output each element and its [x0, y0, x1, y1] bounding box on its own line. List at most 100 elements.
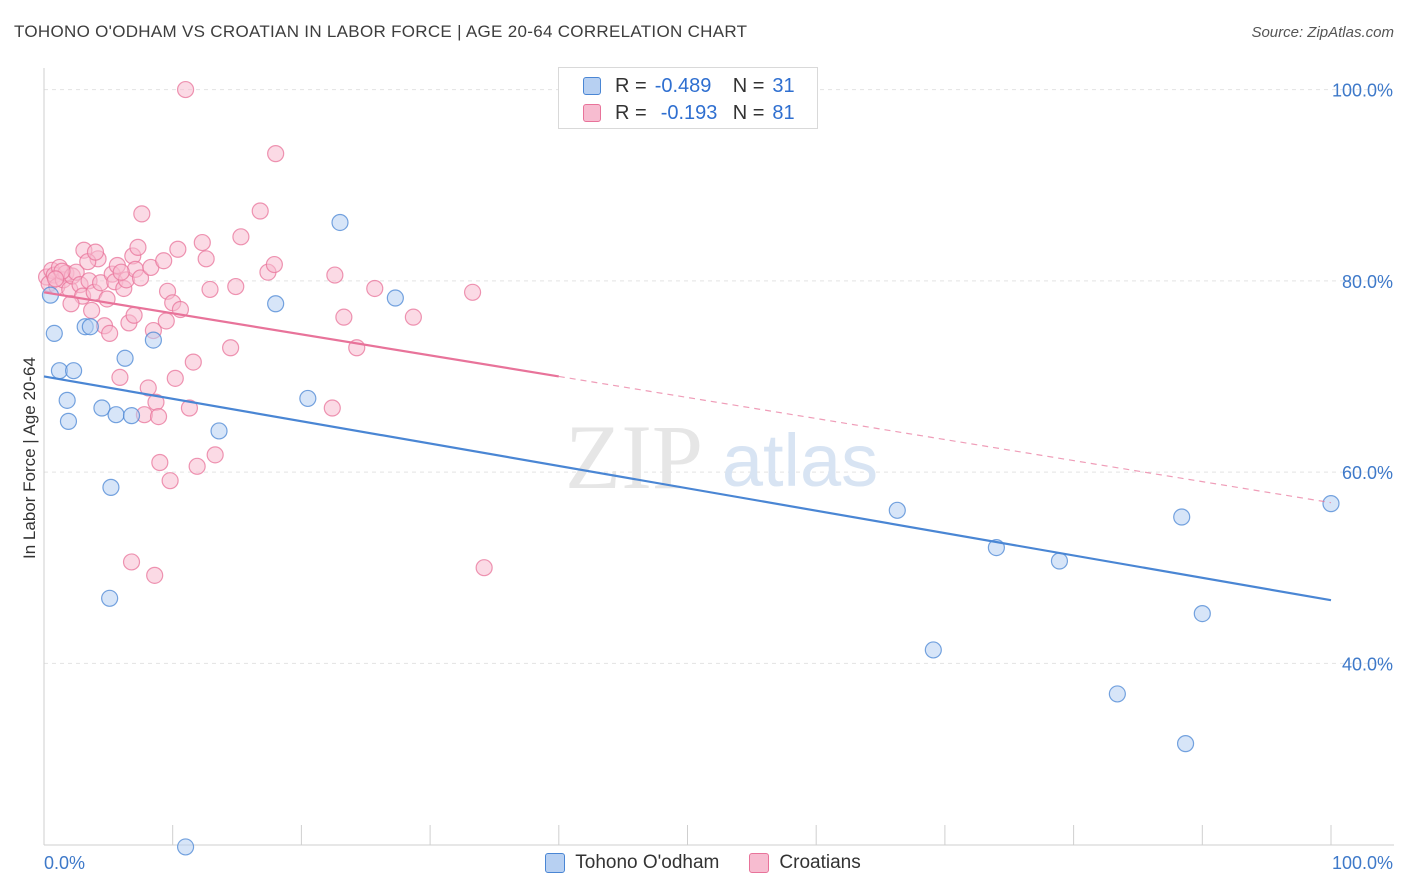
y-tick-label: 60.0% — [1342, 463, 1393, 483]
croatians-swatch — [583, 104, 601, 122]
tohono-point — [331, 213, 349, 232]
tohono-point — [1050, 552, 1069, 570]
n-value: 81 — [772, 101, 795, 124]
source-credit: Source: ZipAtlas.com — [1251, 24, 1394, 41]
chart-title: TOHONO O'ODHAM VS CROATIAN IN LABOR FORC… — [14, 22, 748, 41]
y-tick-label: 100.0% — [1332, 81, 1393, 101]
croatian-point — [463, 283, 482, 301]
legend-item-croatians: Croatians — [749, 852, 861, 874]
croatian-point — [267, 145, 285, 163]
legend-label: Tohono O'odham — [575, 852, 720, 873]
croatian-point — [176, 80, 195, 99]
croatian-point — [129, 238, 147, 256]
tohono-point — [45, 324, 63, 343]
croatian-point — [404, 308, 422, 326]
y-tick-label: 40.0% — [1342, 654, 1393, 674]
tohono-point — [59, 412, 78, 430]
tohono-point — [122, 407, 141, 425]
n-value: 31 — [772, 74, 795, 97]
tohono-trendline — [43, 375, 1332, 602]
croatian-point — [366, 279, 384, 298]
n-label: N = — [732, 101, 765, 124]
x-tick-label: 100.0% — [1332, 853, 1393, 873]
tohono-point — [58, 391, 76, 409]
croatian-point — [46, 270, 65, 288]
watermark-zip: ZIP — [565, 406, 703, 508]
croatian-point — [149, 408, 168, 426]
croatian-point — [146, 566, 164, 584]
tohono-point — [210, 422, 228, 440]
croatian-point — [157, 312, 175, 330]
croatian-point — [227, 277, 245, 296]
croatian-point — [169, 240, 187, 258]
croatian-point — [112, 263, 130, 281]
legend-item-tohono: Tohono O'odham — [545, 852, 719, 874]
tohono-point — [116, 349, 134, 367]
croatian-point — [166, 369, 184, 387]
croatian-point — [155, 252, 173, 270]
tohono-point — [102, 478, 120, 496]
tohono-swatch — [545, 853, 566, 873]
tohono-swatch — [583, 77, 601, 95]
croatian-point — [180, 399, 199, 417]
tohono-point — [101, 589, 119, 607]
n-label: N = — [732, 74, 765, 97]
croatian-point — [83, 301, 101, 320]
tohono-point — [93, 399, 111, 417]
x-tick-label: 0.0% — [44, 853, 85, 873]
croatian-point — [193, 233, 211, 252]
croatian-point — [151, 453, 169, 472]
tohono-point — [1193, 604, 1211, 623]
series-legend: Tohono O'odham Croatians — [0, 852, 1406, 874]
tohono-point — [107, 406, 125, 424]
croatian-point — [86, 243, 105, 261]
croatian-point — [111, 368, 129, 386]
croatian-point — [101, 324, 119, 343]
croatian-point — [323, 399, 341, 417]
croatian-point — [197, 250, 215, 268]
croatians-swatch — [749, 853, 770, 873]
watermark-atlas: atlas — [722, 419, 878, 502]
croatian-point — [125, 306, 143, 324]
tohono-point — [81, 318, 99, 336]
tohono-point — [65, 362, 83, 380]
croatian-point — [475, 559, 493, 577]
croatian-point — [222, 339, 240, 357]
y-tick-label: 80.0% — [1342, 272, 1393, 292]
r-label: R = — [615, 74, 647, 97]
tohono-point — [176, 838, 195, 856]
croatian-point — [139, 379, 157, 397]
croatian-point — [326, 266, 344, 284]
croatian-point — [133, 205, 151, 223]
croatian-point — [188, 457, 206, 475]
tohono-point — [267, 295, 285, 313]
tohono-point — [1322, 495, 1340, 513]
croatian-point — [206, 446, 224, 464]
tohono-point — [888, 501, 906, 519]
croatian-point — [335, 308, 353, 326]
croatian-trendline-extension — [558, 375, 1332, 504]
croatian-point — [265, 255, 283, 274]
croatian-point — [251, 202, 269, 220]
tohono-point — [1173, 508, 1191, 526]
legend-row-tohono: R = -0.489 N = 31 — [583, 74, 795, 98]
croatian-point — [201, 280, 219, 299]
r-value: -0.193 — [660, 101, 718, 124]
croatian-trendline — [43, 291, 559, 378]
legend-label: Croatians — [779, 852, 861, 873]
r-value: -0.489 — [654, 74, 712, 97]
stats-legend: R = -0.489 N = 31 R = -0.193 N = 81 — [558, 67, 818, 129]
croatian-point — [131, 269, 150, 287]
r-label: R = — [615, 101, 647, 124]
tohono-point — [386, 289, 404, 307]
legend-row-croatians: R = -0.193 N = 81 — [583, 101, 795, 125]
croatian-point — [232, 228, 250, 246]
tohono-point — [924, 641, 942, 659]
tohono-point — [1108, 685, 1126, 703]
tohono-point — [144, 331, 162, 349]
tohono-point — [1176, 735, 1195, 753]
croatian-point — [184, 353, 202, 371]
croatian-point — [161, 472, 179, 490]
croatian-point — [122, 553, 141, 571]
